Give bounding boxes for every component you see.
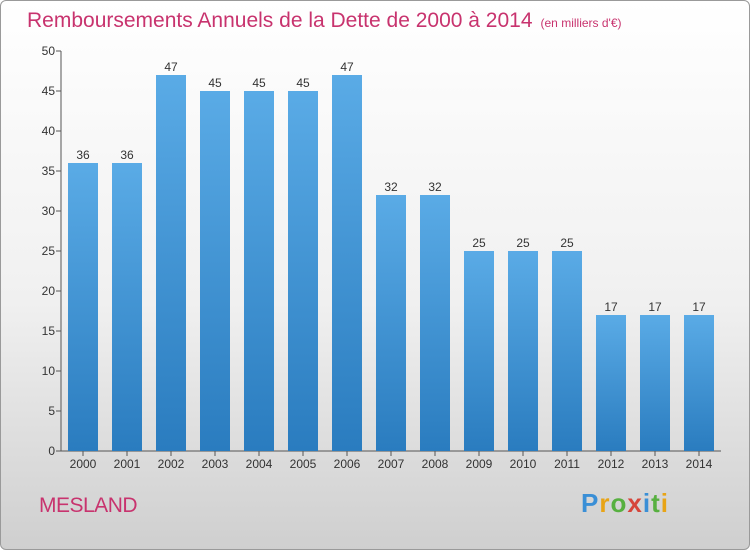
- y-tick-label: 10: [42, 364, 56, 378]
- x-tick-label: 2004: [246, 457, 273, 471]
- x-tick-label: 2013: [642, 457, 669, 471]
- bar: [332, 75, 362, 451]
- y-tick-label: 0: [48, 444, 55, 458]
- bar-value-label: 45: [208, 76, 222, 90]
- y-tick-label: 25: [42, 244, 56, 258]
- bar-value-label: 36: [76, 148, 90, 162]
- bar: [596, 315, 626, 451]
- bar: [508, 251, 538, 451]
- x-tick-label: 2009: [466, 457, 493, 471]
- bar-value-label: 32: [384, 180, 398, 194]
- x-tick-label: 2012: [598, 457, 625, 471]
- bar: [552, 251, 582, 451]
- logo-letter: i: [660, 488, 669, 518]
- bar: [68, 163, 98, 451]
- bar-value-label: 47: [164, 60, 178, 74]
- bar: [200, 91, 230, 451]
- bar-value-label: 25: [516, 236, 530, 250]
- chart-subtitle: (en milliers d'€): [540, 16, 622, 30]
- x-tick-label: 2001: [114, 457, 141, 471]
- y-tick-label: 50: [42, 44, 56, 58]
- y-tick-label: 45: [42, 84, 56, 98]
- y-tick-label: 5: [48, 404, 55, 418]
- x-tick-label: 2002: [158, 457, 185, 471]
- bar: [244, 91, 274, 451]
- place-name: MESLAND: [39, 494, 138, 517]
- bar: [420, 195, 450, 451]
- bar-value-label: 45: [252, 76, 266, 90]
- bar-value-label: 36: [120, 148, 134, 162]
- x-tick-label: 2008: [422, 457, 449, 471]
- logo-letter: x: [627, 488, 643, 518]
- x-tick-label: 2005: [290, 457, 317, 471]
- bar-value-label: 25: [560, 236, 574, 250]
- y-tick-label: 40: [42, 124, 56, 138]
- bar-value-label: 45: [296, 76, 310, 90]
- x-tick-label: 2006: [334, 457, 361, 471]
- proxiti-logo: Proxiti: [581, 488, 669, 519]
- bar: [684, 315, 714, 451]
- bar: [376, 195, 406, 451]
- y-tick-label: 30: [42, 204, 56, 218]
- bar: [112, 163, 142, 451]
- logo-letter: i: [642, 488, 652, 518]
- x-tick-label: 2010: [510, 457, 537, 471]
- x-tick-label: 2003: [202, 457, 229, 471]
- logo-letter: r: [599, 488, 611, 518]
- chart-title: Remboursements Annuels de la Dette de 20…: [27, 9, 622, 33]
- y-tick-label: 35: [42, 164, 56, 178]
- bar: [640, 315, 670, 451]
- bar: [464, 251, 494, 451]
- bar-value-label: 32: [428, 180, 442, 194]
- bar: [156, 75, 186, 451]
- bar-value-label: 17: [648, 300, 662, 314]
- x-tick-label: 2000: [70, 457, 97, 471]
- bar-value-label: 17: [604, 300, 618, 314]
- y-tick-label: 20: [42, 284, 56, 298]
- bar-value-label: 17: [692, 300, 706, 314]
- bar-value-label: 47: [340, 60, 354, 74]
- y-tick-label: 15: [42, 324, 56, 338]
- logo-letter: o: [610, 488, 628, 518]
- x-tick-label: 2014: [686, 457, 713, 471]
- chart-title-text: Remboursements Annuels de la Dette de 20…: [27, 9, 533, 32]
- x-tick-label: 2011: [554, 457, 580, 471]
- bar: [288, 91, 318, 451]
- logo-letter: t: [651, 488, 661, 518]
- logo-letter: P: [581, 488, 600, 518]
- bar-value-label: 25: [472, 236, 486, 250]
- x-tick-label: 2007: [378, 457, 405, 471]
